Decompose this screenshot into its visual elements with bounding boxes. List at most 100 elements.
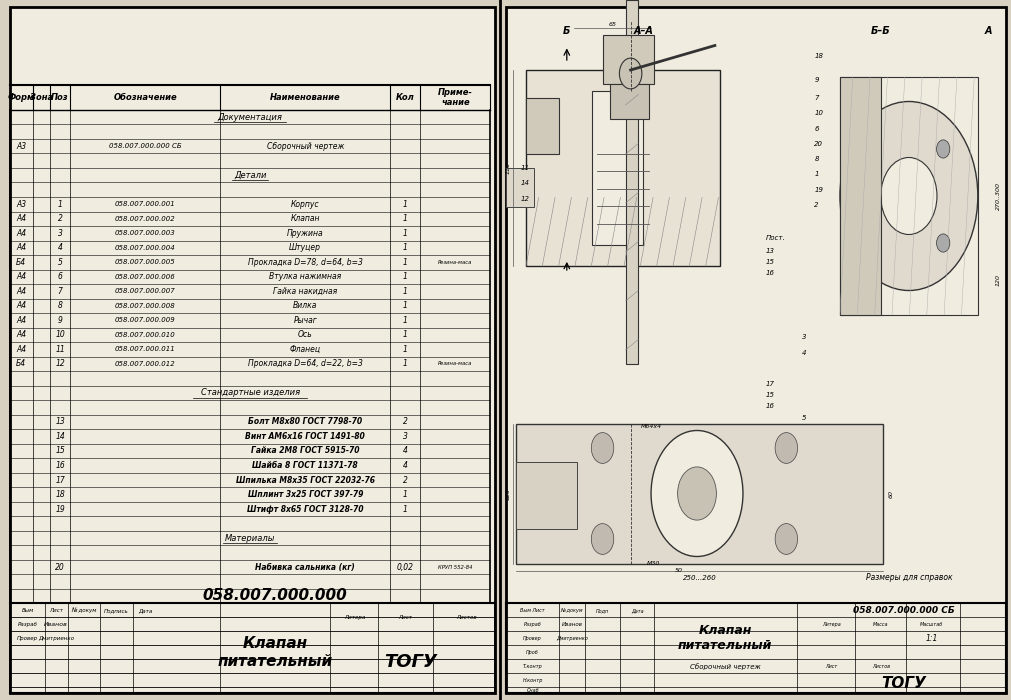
Text: 8: 8 xyxy=(58,301,63,310)
FancyBboxPatch shape xyxy=(526,98,559,154)
Text: Лист: Лист xyxy=(825,664,837,669)
Text: Втулка нажимная: Втулка нажимная xyxy=(269,272,342,281)
Text: М30: М30 xyxy=(647,561,660,566)
Text: Рычаг: Рычаг xyxy=(293,316,317,325)
Text: Шплинт 3х25 ГОСТ 397-79: Шплинт 3х25 ГОСТ 397-79 xyxy=(248,490,363,499)
Text: Сборочный чертеж: Сборочный чертеж xyxy=(267,141,344,150)
Text: 11: 11 xyxy=(56,345,65,354)
Text: Поз: Поз xyxy=(52,93,69,102)
Text: Корпус: Корпус xyxy=(291,199,319,209)
Text: 1:1: 1:1 xyxy=(926,634,938,643)
Text: 17: 17 xyxy=(56,475,65,484)
FancyBboxPatch shape xyxy=(840,77,881,315)
Text: Обозначение: Обозначение xyxy=(113,93,177,102)
Text: Ось: Ось xyxy=(298,330,312,340)
Text: 17: 17 xyxy=(766,381,775,386)
Text: 7: 7 xyxy=(58,287,63,296)
Text: 19: 19 xyxy=(815,187,823,192)
Text: ТОГУ: ТОГУ xyxy=(882,676,926,691)
Text: Клапан
питательный: Клапан питательный xyxy=(217,636,333,668)
Text: 13: 13 xyxy=(766,248,775,253)
Text: 18: 18 xyxy=(815,53,823,59)
Text: 058.007.000.004: 058.007.000.004 xyxy=(115,245,176,251)
Text: № докум: № докум xyxy=(72,608,97,613)
Circle shape xyxy=(677,467,717,520)
Text: 058.007.000.012: 058.007.000.012 xyxy=(115,361,176,367)
Text: Зона: Зона xyxy=(29,93,53,102)
Text: 13: 13 xyxy=(56,417,65,426)
Text: Пружина: Пружина xyxy=(287,229,324,238)
Text: А4: А4 xyxy=(16,244,26,252)
Circle shape xyxy=(868,234,882,252)
Text: Лист: Лист xyxy=(398,615,412,620)
FancyBboxPatch shape xyxy=(592,91,643,245)
Text: Б–Б: Б–Б xyxy=(871,27,891,36)
Text: 1: 1 xyxy=(403,229,407,238)
Text: 058.007.000.010: 058.007.000.010 xyxy=(115,332,176,338)
Text: 058.007.000.009: 058.007.000.009 xyxy=(115,317,176,323)
Text: 1: 1 xyxy=(403,505,407,514)
FancyBboxPatch shape xyxy=(516,424,884,564)
Text: Б4: Б4 xyxy=(16,258,26,267)
Text: 058.007.000.000: 058.007.000.000 xyxy=(203,587,348,603)
Text: Гайка 2М8 ГОСТ 5915-70: Гайка 2М8 ГОСТ 5915-70 xyxy=(251,447,360,456)
Text: Документация: Документация xyxy=(217,113,283,122)
Text: 058.007.000.002: 058.007.000.002 xyxy=(115,216,176,222)
Circle shape xyxy=(936,140,949,158)
FancyBboxPatch shape xyxy=(516,462,577,528)
Text: А4: А4 xyxy=(16,345,26,354)
Text: Стандартные изделия: Стандартные изделия xyxy=(200,389,300,398)
Text: 1: 1 xyxy=(403,330,407,340)
Text: Прокладка D=64, d=22, b=3: Прокладка D=64, d=22, b=3 xyxy=(248,359,363,368)
Text: Лист: Лист xyxy=(50,608,63,613)
Text: 11: 11 xyxy=(521,165,530,171)
Text: Масштаб: Масштаб xyxy=(920,622,943,627)
Text: КРУП 552-84: КРУП 552-84 xyxy=(438,565,473,570)
Text: 14: 14 xyxy=(521,181,530,186)
Text: 15: 15 xyxy=(56,447,65,456)
Text: Провер: Провер xyxy=(524,636,542,641)
Text: Подп: Подп xyxy=(595,608,610,613)
Text: 16: 16 xyxy=(766,270,775,276)
Text: 058.007.000.003: 058.007.000.003 xyxy=(115,230,176,237)
Text: 1: 1 xyxy=(403,258,407,267)
Text: 8: 8 xyxy=(815,156,819,162)
Text: Клапан
питательный: Клапан питательный xyxy=(678,624,772,652)
Circle shape xyxy=(840,102,978,290)
Text: 270..300: 270..300 xyxy=(996,182,1001,210)
Text: Литера: Литера xyxy=(344,615,365,620)
Circle shape xyxy=(591,433,614,463)
Circle shape xyxy=(651,430,743,556)
Text: 65: 65 xyxy=(609,22,617,27)
Text: 20: 20 xyxy=(56,563,65,572)
Text: А4: А4 xyxy=(16,301,26,310)
Text: Подпись: Подпись xyxy=(104,608,129,613)
Text: А3: А3 xyxy=(16,141,26,150)
Text: 3: 3 xyxy=(802,335,806,340)
Text: А4: А4 xyxy=(16,316,26,325)
Text: Листов: Листов xyxy=(456,615,477,620)
Text: 058.007.000.006: 058.007.000.006 xyxy=(115,274,176,280)
Text: Провер: Провер xyxy=(17,636,38,641)
Text: Разраб: Разраб xyxy=(17,622,37,627)
Text: 9: 9 xyxy=(815,78,819,83)
Text: Литера: Литера xyxy=(822,622,840,627)
Text: 19: 19 xyxy=(56,505,65,514)
Text: Б4: Б4 xyxy=(16,359,26,368)
Text: А4: А4 xyxy=(16,214,26,223)
Text: 4: 4 xyxy=(403,447,407,456)
Text: 1: 1 xyxy=(403,316,407,325)
Text: 1: 1 xyxy=(403,272,407,281)
Text: Пост.: Пост. xyxy=(766,235,786,241)
Text: 058.007.000.008: 058.007.000.008 xyxy=(115,303,176,309)
Text: 058.007.000.007: 058.007.000.007 xyxy=(115,288,176,294)
Text: 4: 4 xyxy=(802,350,806,356)
Text: Клапан: Клапан xyxy=(290,214,320,223)
Text: 125: 125 xyxy=(506,487,511,500)
Text: 116: 116 xyxy=(506,162,511,174)
Text: 18: 18 xyxy=(56,490,65,499)
Text: 058.007.000.011: 058.007.000.011 xyxy=(115,346,176,352)
Text: Вым: Вым xyxy=(21,608,33,613)
Text: 12: 12 xyxy=(521,196,530,202)
Text: Дата: Дата xyxy=(139,608,153,613)
